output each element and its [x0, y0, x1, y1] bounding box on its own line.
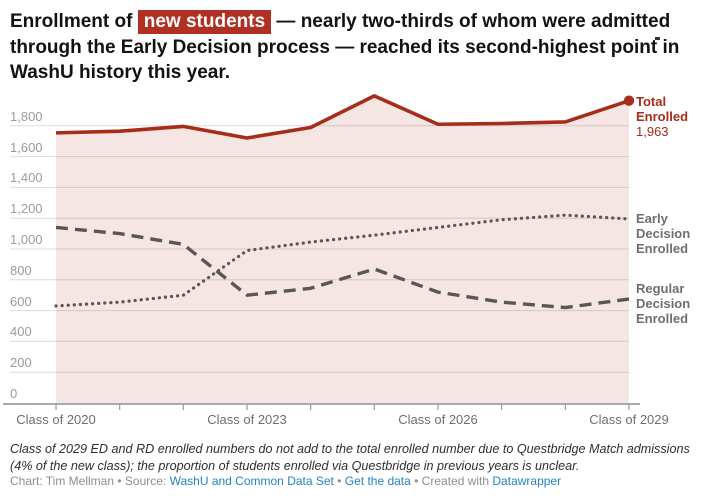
- credit-separator: • Created with: [410, 474, 493, 488]
- title-suffix: — nearly two-thirds of whom were admitte…: [10, 11, 680, 83]
- x-axis-tick-label: Class of 2020: [16, 412, 96, 427]
- series-label-line: Enrolled: [636, 109, 689, 124]
- y-axis-tick-label: 400: [10, 324, 32, 340]
- x-axis-tick-label: Class of 2029: [589, 412, 669, 427]
- series-label-early-decision: Early Decision Enrolled: [636, 211, 690, 256]
- source-link[interactable]: WashU and Common Data Set: [169, 474, 334, 488]
- series-label-line: Decision: [636, 296, 691, 311]
- series-label-line: Early: [636, 211, 668, 226]
- credit-prefix: Chart: Tim Mellman • Source:: [10, 474, 170, 488]
- early-decision-line: [54, 213, 631, 308]
- y-axis-tick-label: 1,000: [10, 232, 43, 247]
- chart-footnote: Class of 2029 ED and RD enrolled numbers…: [10, 442, 690, 473]
- y-axis-tick-label: 200: [10, 355, 32, 371]
- y-axis-tick-label: 1,400: [10, 170, 43, 186]
- screenshot-artifact: [655, 37, 660, 40]
- credit-separator: •: [333, 474, 345, 488]
- total-enrolled-line: [55, 94, 630, 140]
- series-label-regular-decision: Regular Decision Enrolled: [636, 281, 690, 326]
- x-axis-tick-label: Class of 2023: [207, 412, 287, 427]
- x-axis-tick-label: Class of 2026: [398, 412, 478, 427]
- y-axis-tick-label: 1,200: [10, 201, 43, 217]
- credit-line: Chart: Tim Mellman • Source: WashU and C…: [10, 474, 698, 488]
- y-axis-tick-label: 0: [10, 386, 18, 401]
- series-label-line: Enrolled: [636, 241, 689, 256]
- datawrapper-link[interactable]: Datawrapper: [492, 474, 562, 488]
- series-label-total-enrolled: Total Enrolled 1,963: [636, 94, 688, 139]
- total-area-fill: [56, 95, 630, 403]
- total-end-point: [623, 95, 635, 106]
- series-label-line: Regular: [636, 281, 685, 296]
- title-highlight: new students: [137, 10, 272, 34]
- y-axis-tick-label: 600: [10, 293, 32, 309]
- get-the-data-link[interactable]: Get the data: [344, 474, 411, 488]
- title-prefix: Enrollment of: [10, 11, 138, 32]
- y-axis-tick-label: 1,800: [10, 108, 43, 124]
- series-label-line: Enrolled: [636, 311, 689, 326]
- y-axis-tick-label: 800: [10, 262, 32, 278]
- series-label-line: Decision: [636, 226, 691, 241]
- series-label-line: Total: [636, 94, 667, 109]
- chart-title: Enrollment of new students — nearly two-…: [10, 9, 701, 86]
- series-end-value: 1,963: [636, 124, 669, 139]
- regular-decision-line: [55, 225, 630, 310]
- y-axis-tick-label: 1,600: [10, 139, 43, 155]
